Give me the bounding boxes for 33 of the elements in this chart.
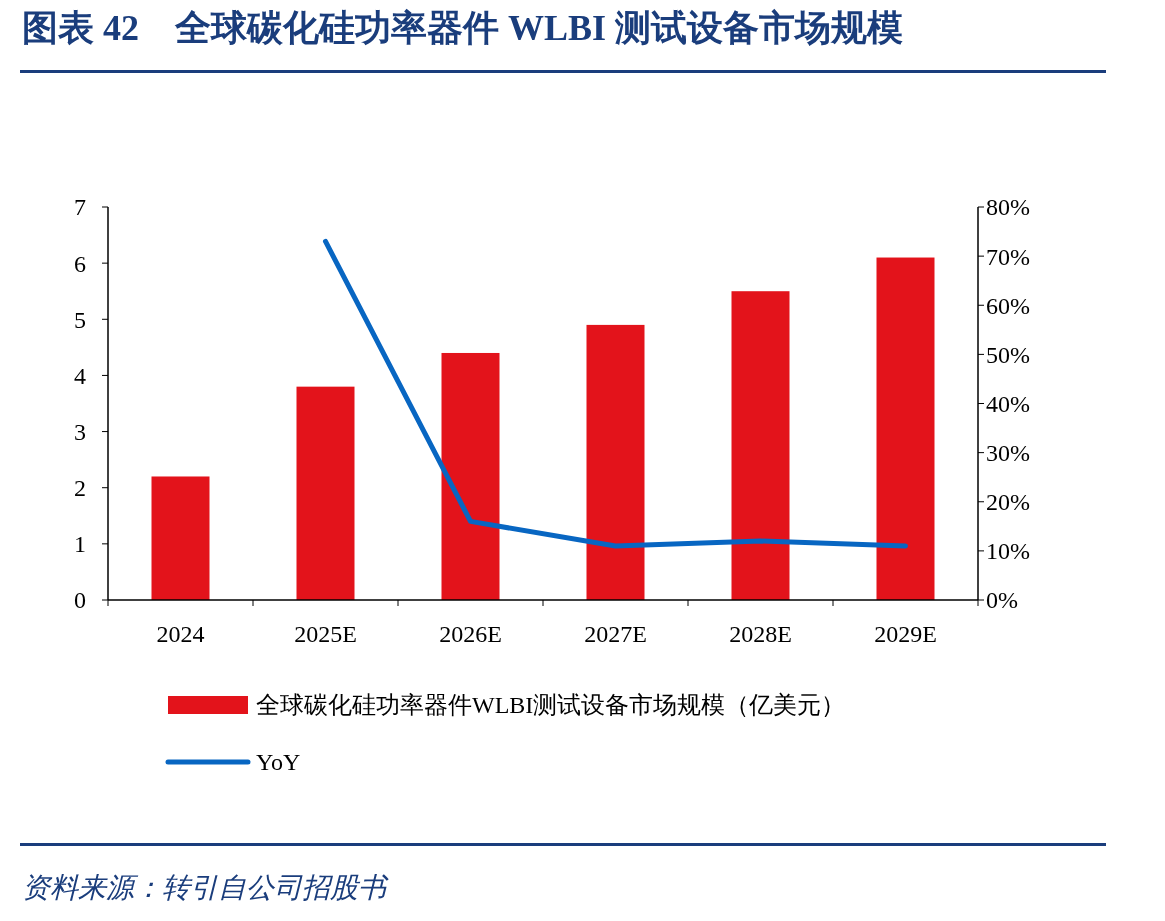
bar <box>876 257 935 600</box>
bar <box>586 324 645 600</box>
legend-label: YoY <box>256 749 301 776</box>
bar <box>296 386 355 600</box>
x-tick-label: 2025E <box>294 621 357 647</box>
y2-tick-label: 50% <box>986 341 1030 368</box>
x-tick-label: 2027E <box>584 621 647 647</box>
y2-tick-label: 20% <box>986 489 1030 516</box>
y2-tick-label: 0% <box>986 587 1018 614</box>
x-tick-label: 2029E <box>874 621 937 647</box>
chart-title: 图表 42 全球碳化硅功率器件 WLBI 测试设备市场规模 <box>22 8 904 48</box>
y-tick-label: 7 <box>74 194 86 221</box>
legend-label: 全球碳化硅功率器件WLBI测试设备市场规模（亿美元） <box>256 692 846 719</box>
bar <box>151 476 210 600</box>
y2-tick-label: 40% <box>986 390 1030 417</box>
y2-tick-label: 30% <box>986 440 1030 467</box>
y-tick-label: 4 <box>74 362 86 389</box>
y-tick-label: 2 <box>74 475 86 502</box>
bar <box>731 291 790 600</box>
y-tick-label: 6 <box>74 250 86 277</box>
text: 资料来源：转引自公司招股书 <box>22 872 389 903</box>
x-tick-label: 2028E <box>729 621 792 647</box>
bar <box>441 352 500 600</box>
y2-tick-label: 80% <box>986 194 1030 221</box>
y-tick-label: 0 <box>74 587 86 614</box>
y-tick-label: 5 <box>74 306 86 333</box>
y-tick-label: 3 <box>74 418 86 445</box>
y2-tick-label: 10% <box>986 538 1030 565</box>
x-tick-label: 2026E <box>439 621 502 647</box>
x-tick-label: 2024 <box>156 621 205 647</box>
y-tick-label: 1 <box>74 531 86 558</box>
y2-tick-label: 60% <box>986 292 1030 319</box>
y2-tick-label: 70% <box>986 243 1030 270</box>
